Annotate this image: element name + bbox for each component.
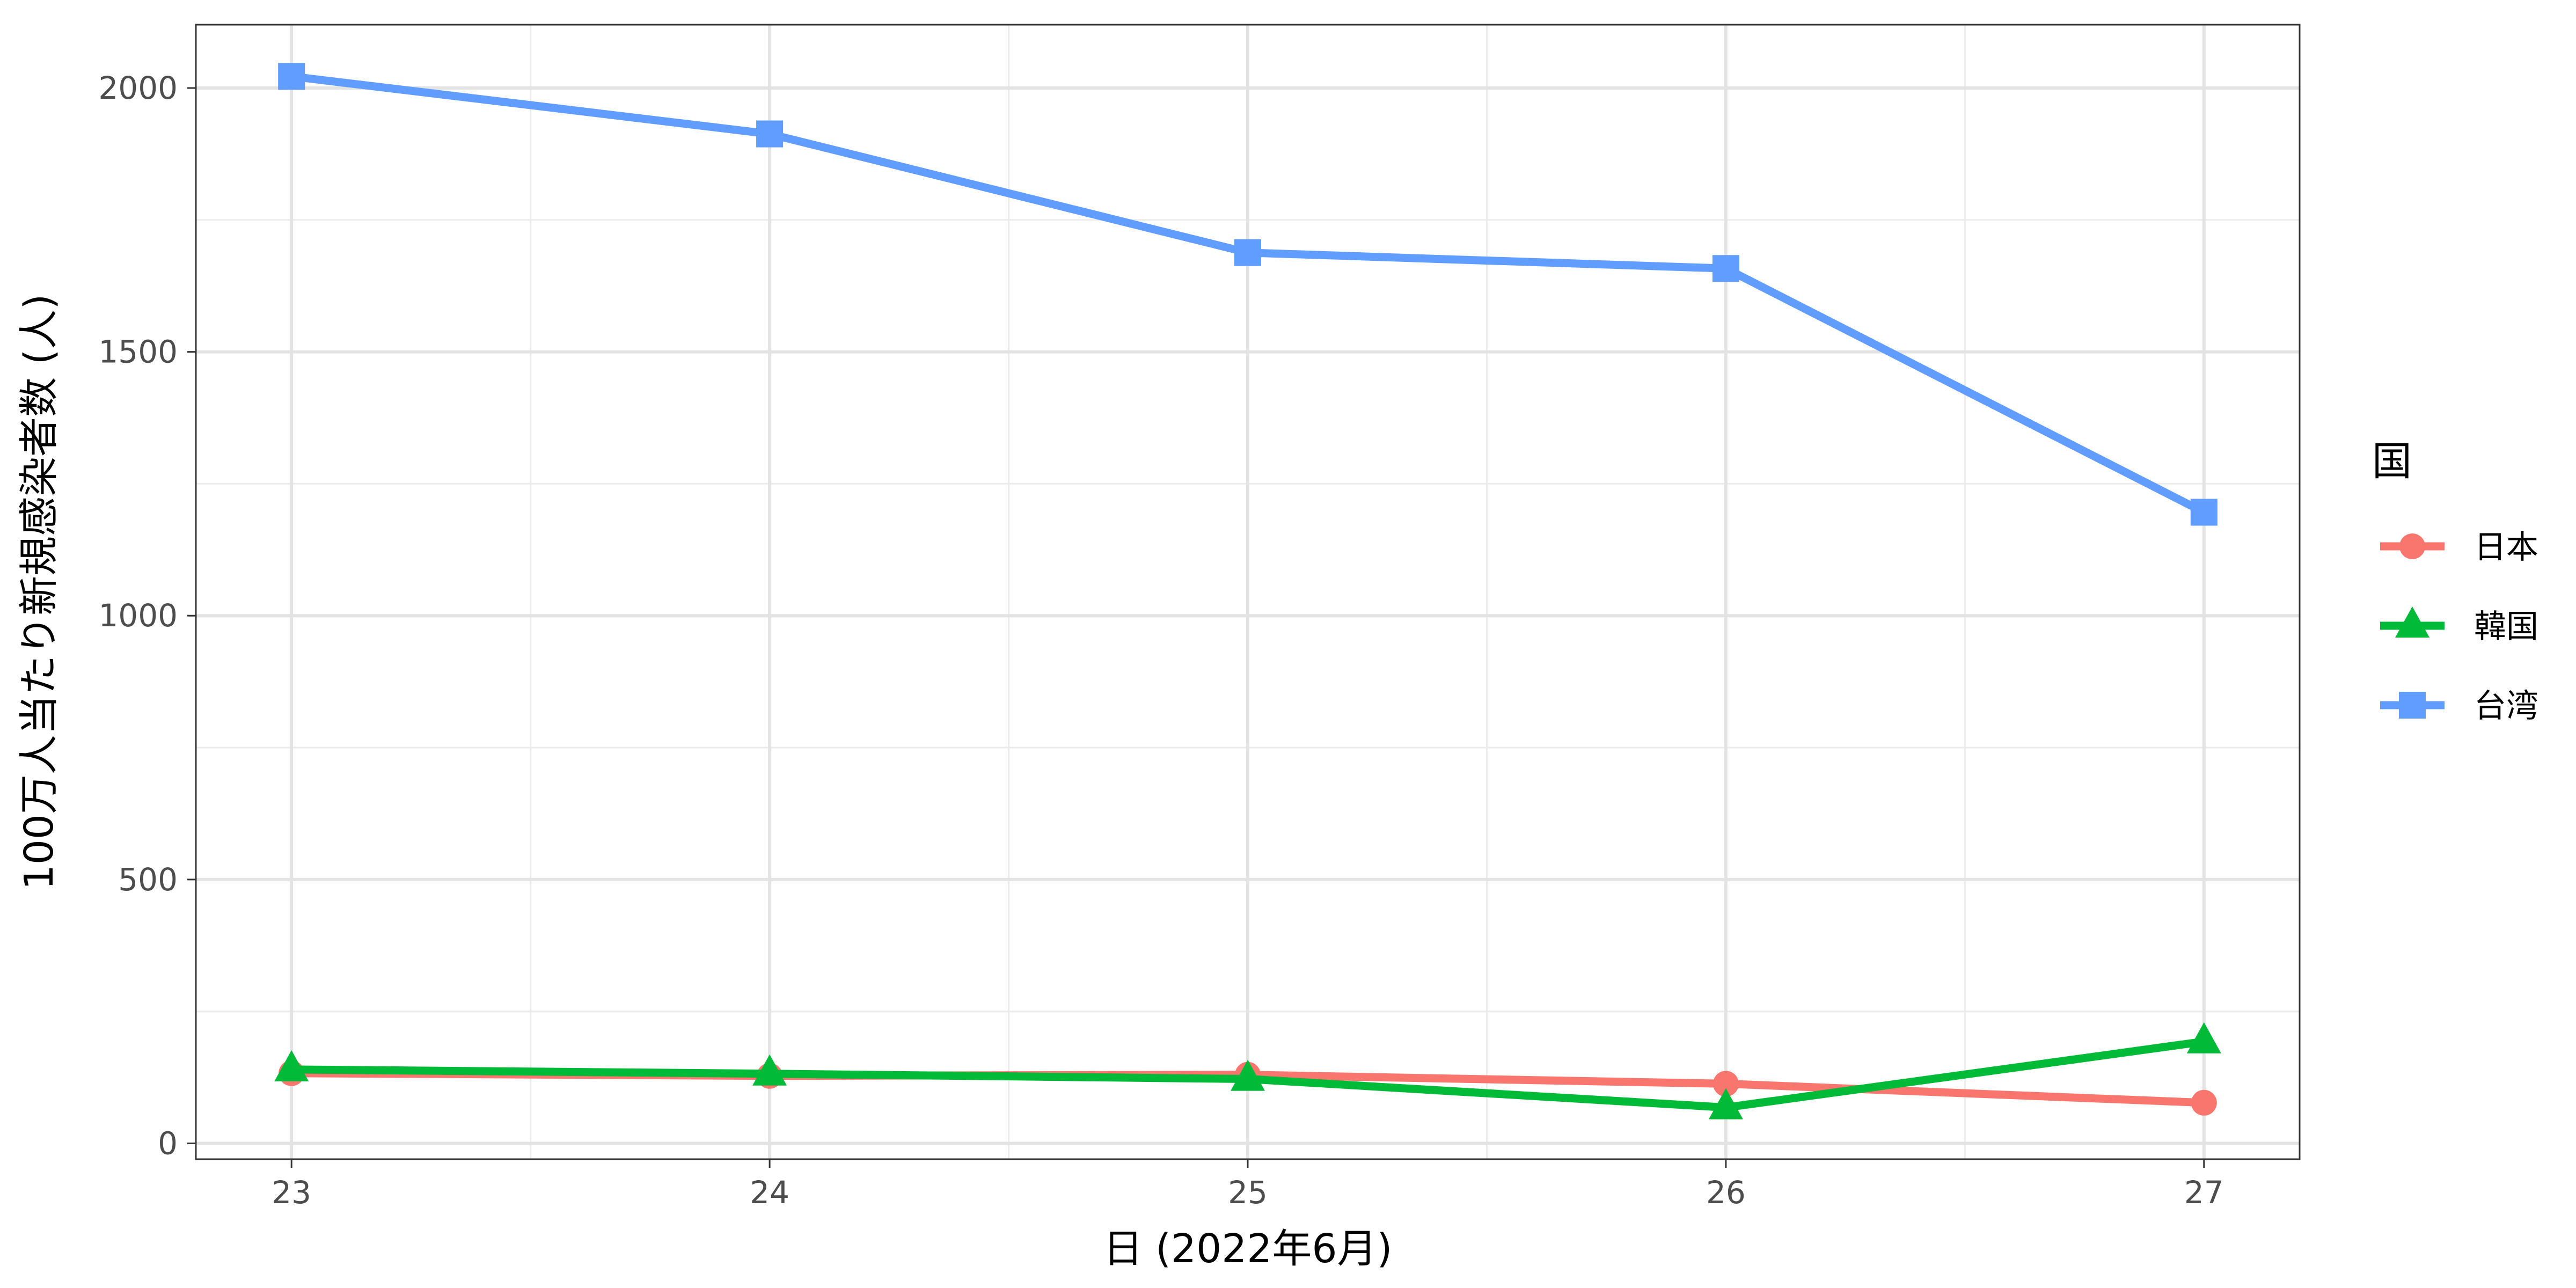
legend-label: 台湾 xyxy=(2474,687,2538,725)
legend-item: 台湾 xyxy=(2380,687,2538,725)
x-tick-label: 27 xyxy=(2184,1174,2224,1211)
data-point xyxy=(1708,1088,1743,1119)
data-point xyxy=(278,63,305,90)
data-point xyxy=(274,1050,309,1081)
legend-label: 日本 xyxy=(2474,529,2538,566)
x-tick-label: 25 xyxy=(1228,1174,1268,1211)
data-point xyxy=(1231,1059,1265,1091)
legend-key-marker xyxy=(2399,533,2425,559)
legend-key-marker xyxy=(2399,692,2426,719)
legend-label: 韓国 xyxy=(2474,608,2538,646)
data-point xyxy=(2191,1089,2217,1116)
x-tick-label: 24 xyxy=(750,1174,789,1211)
legend-key-marker xyxy=(2395,606,2429,638)
data-point xyxy=(2190,499,2218,526)
y-axis-title: 100万人当たり新規感染者数 (人) xyxy=(16,294,62,890)
y-tick-label: 500 xyxy=(118,861,178,898)
data-point xyxy=(756,120,784,148)
legend-item: 韓国 xyxy=(2380,606,2538,646)
data-point xyxy=(2186,1022,2221,1053)
legend-title: 国 xyxy=(2372,438,2412,485)
y-tick-label: 0 xyxy=(158,1125,178,1162)
y-tick-label: 1000 xyxy=(98,597,178,634)
y-tick-label: 2000 xyxy=(98,70,178,106)
data-point xyxy=(1234,239,1261,266)
data-series xyxy=(274,63,2221,1119)
data-point xyxy=(1713,1071,1739,1097)
y-tick-label: 1500 xyxy=(98,334,178,370)
data-point xyxy=(752,1054,787,1086)
grid-lines xyxy=(196,25,2300,1159)
series-2 xyxy=(274,1022,2221,1119)
x-axis-title: 日 (2022年6月) xyxy=(1103,1226,1393,1272)
x-tick-label: 26 xyxy=(1706,1174,1746,1211)
x-tick-label: 23 xyxy=(272,1174,311,1211)
axes: 23 24 25 26 27 0 500 1000 1500 2000 xyxy=(98,70,2223,1211)
data-point xyxy=(1712,255,1739,282)
legend-item: 日本 xyxy=(2380,529,2538,566)
series-3 xyxy=(278,63,2218,526)
